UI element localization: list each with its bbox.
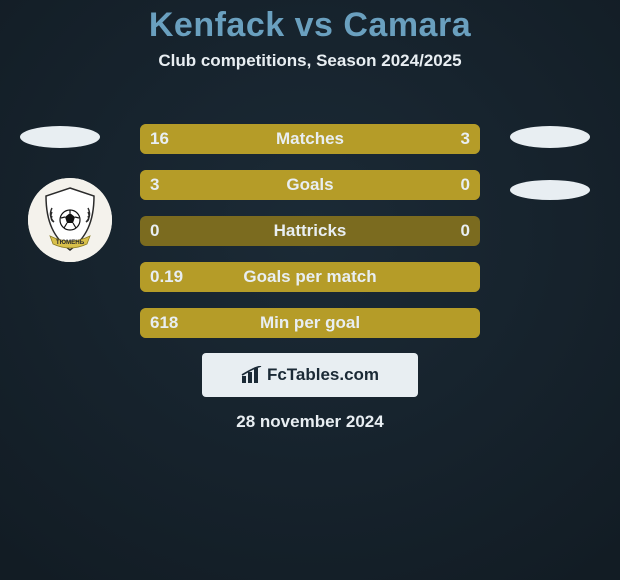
stat-value-right: 3: [461, 129, 470, 149]
placeholder-ellipse-2: [510, 180, 590, 200]
stat-value-right: 0: [461, 221, 470, 241]
stat-label: Matches: [140, 129, 480, 149]
club-logo-left: ТЮМЕНЬ: [28, 178, 112, 262]
brand-part-a: Fc: [267, 365, 287, 384]
comparison-subtitle: Club competitions, Season 2024/2025: [0, 51, 620, 71]
stat-value-right: 0: [461, 175, 470, 195]
stat-label: Min per goal: [140, 313, 480, 333]
brand-part-b: Tables: [287, 365, 340, 384]
brand-part-c: .com: [339, 365, 379, 384]
fctables-watermark: FcTables.com: [202, 353, 418, 397]
stat-label: Hattricks: [140, 221, 480, 241]
stat-label: Goals per match: [140, 267, 480, 287]
stats-container: 16Matches33Goals00Hattricks00.19Goals pe…: [140, 124, 480, 354]
stat-row: 16Matches3: [140, 124, 480, 154]
stat-row: 0.19Goals per match: [140, 262, 480, 292]
bar-chart-icon: [241, 366, 263, 384]
stat-row: 0Hattricks0: [140, 216, 480, 246]
stat-label: Goals: [140, 175, 480, 195]
comparison-date: 28 november 2024: [0, 412, 620, 432]
stat-row: 618Min per goal: [140, 308, 480, 338]
club-logo-text: ТЮМЕНЬ: [56, 239, 85, 246]
placeholder-ellipse-1: [510, 126, 590, 148]
placeholder-ellipse-0: [20, 126, 100, 148]
comparison-title: Kenfack vs Camara: [0, 0, 620, 45]
stat-row: 3Goals0: [140, 170, 480, 200]
